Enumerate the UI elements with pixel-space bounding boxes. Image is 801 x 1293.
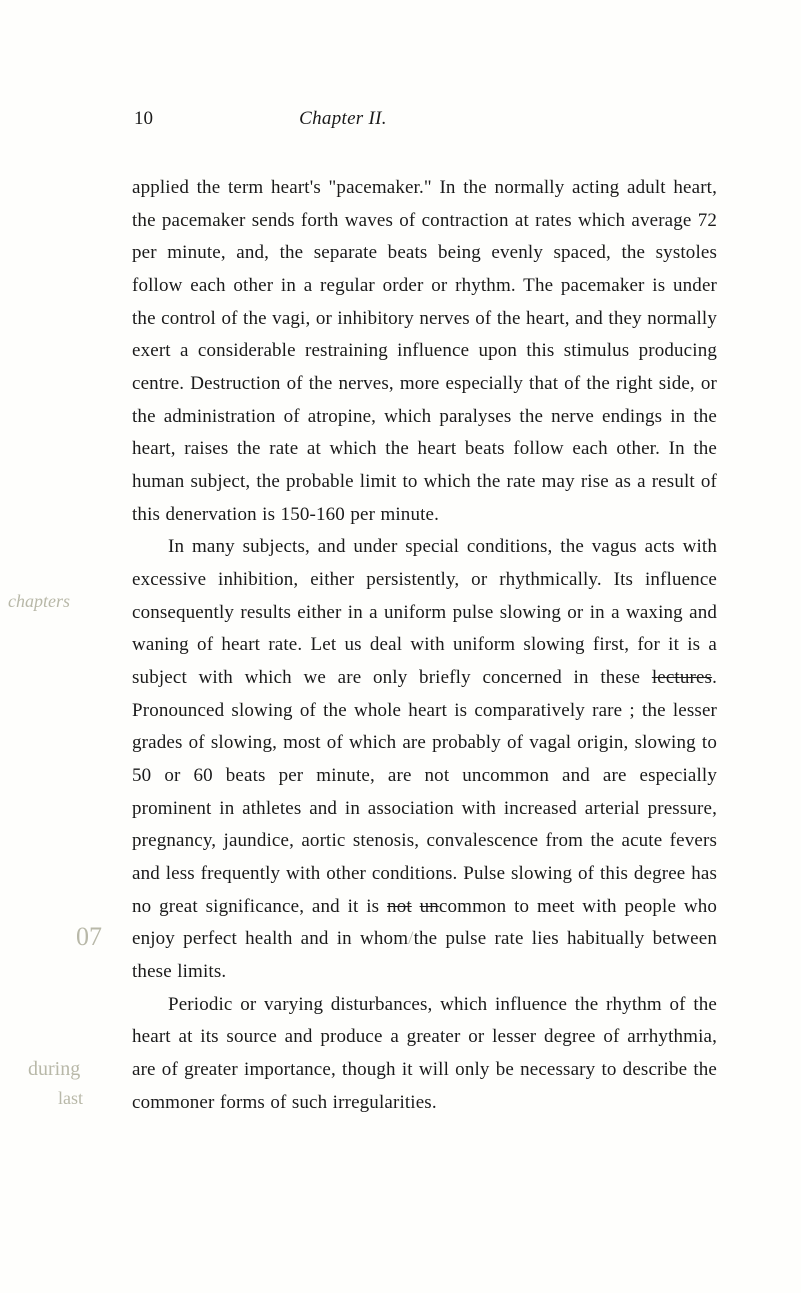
margin-note-last: last	[58, 1088, 83, 1109]
paragraph-2: In many subjects, and under special cond…	[132, 531, 717, 988]
paragraph-1: applied the term heart's "pacemaker." In…	[132, 172, 717, 531]
p2-text-b: . Pronounced slowing of the whole heart …	[132, 667, 717, 917]
p2-strike-not: not	[387, 896, 412, 917]
paragraph-3: Periodic or varying disturbances, which …	[132, 989, 717, 1120]
margin-note-chapters: chapters	[8, 591, 70, 612]
margin-note-during: during	[28, 1058, 80, 1081]
body-text: applied the term heart's "pacemaker." In…	[132, 172, 717, 1119]
chapter-title: Chapter II.	[299, 108, 387, 130]
p3-text: Periodic or varying disturbances, which …	[132, 994, 717, 1113]
p2-text-c	[412, 896, 420, 917]
p2-strike-un: un	[420, 896, 439, 917]
page-number: 10	[134, 108, 153, 130]
page-container: 10 Chapter II. applied the term heart's …	[0, 0, 801, 1293]
p1-text: applied the term heart's "pacemaker." In…	[132, 177, 717, 525]
p2-text-a: In many subjects, and under special cond…	[132, 536, 717, 688]
page-header: 10 Chapter II.	[132, 108, 717, 130]
margin-note-07: 07	[76, 922, 102, 952]
p2-strike-lectures: lectures	[652, 667, 712, 688]
